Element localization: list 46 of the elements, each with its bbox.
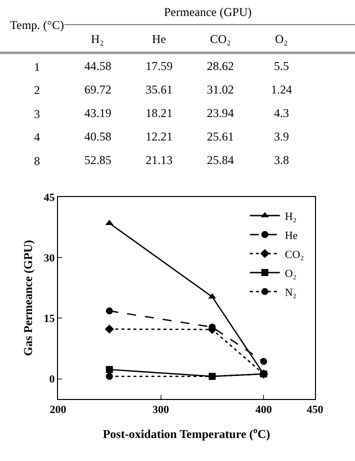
data-label: 3.8 <box>274 152 290 167</box>
data-label: 31.02 <box>206 82 234 96</box>
data-label: 43.19 <box>84 106 112 120</box>
data-label: 18.21 <box>146 106 173 120</box>
y-tick-label: 45 <box>44 192 56 204</box>
legend-label: He <box>284 230 298 242</box>
y-tick-label: 30 <box>44 252 56 264</box>
y-tick-label: 2 <box>34 83 40 97</box>
legend-label: O₂ <box>284 268 297 280</box>
x-tick-label: He <box>152 32 166 46</box>
legend-label: CO₂ <box>284 248 304 261</box>
x-axis-title: Post-oxidation Temperature ($^{o}$C) <box>102 426 270 442</box>
data-label: 69.72 <box>84 82 112 96</box>
y-tick-label: 1 <box>34 60 40 74</box>
x-tick-label: H₂ <box>91 32 104 46</box>
data-label: 28.62 <box>206 58 234 73</box>
y-tick-label: 4 <box>34 130 40 144</box>
data-label: 5.5 <box>274 58 290 73</box>
y-tick-label: 8 <box>34 154 40 168</box>
data-label: 21.13 <box>146 152 173 167</box>
data-label: 40.58 <box>84 129 112 144</box>
data-label: 52.85 <box>84 152 112 167</box>
x-tick-label: O₂ <box>275 32 288 46</box>
data-label: 35.61 <box>146 82 173 96</box>
data-label: 12.21 <box>146 129 173 144</box>
y-axis-title: Gas Permeance (GPU) <box>21 240 36 356</box>
x-tick-label: 300 <box>152 404 170 416</box>
x-tick-label: 200 <box>50 404 67 416</box>
data-label: 25.84 <box>206 152 234 167</box>
x-tick-label: 400 <box>255 404 272 416</box>
x-tick-label: CO₂ <box>210 32 231 46</box>
y-tick-label: 0 <box>49 374 56 386</box>
data-label: 25.61 <box>206 129 234 144</box>
x-tick-label: 450 <box>306 404 324 416</box>
data-label: 44.58 <box>84 58 112 73</box>
data-label: 4.3 <box>274 106 290 120</box>
y-tick-label: 3 <box>34 107 40 121</box>
data-label: 1.24 <box>271 82 292 96</box>
data-label: 3.9 <box>274 129 290 144</box>
legend-label: N₂ <box>284 286 297 299</box>
y-tick-label: 15 <box>44 313 56 326</box>
data-label: 23.94 <box>206 106 234 120</box>
chart-title: Permeance (GPU) <box>164 5 252 19</box>
data-label: 17.59 <box>146 58 173 73</box>
y-axis-title: Temp. (°C) <box>10 18 64 32</box>
legend-label: H₂ <box>284 210 297 223</box>
